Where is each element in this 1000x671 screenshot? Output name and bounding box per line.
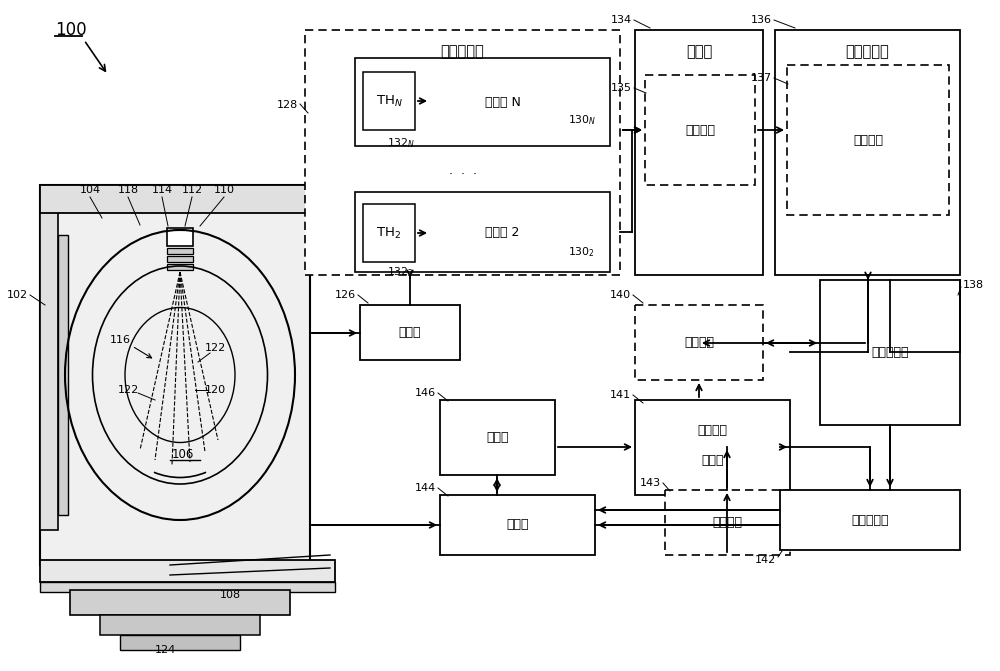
Text: 146: 146 bbox=[415, 388, 436, 398]
Bar bbox=[360, 305, 460, 360]
Text: 116: 116 bbox=[110, 335, 130, 345]
Text: $130_2$: $130_2$ bbox=[568, 245, 595, 259]
Bar bbox=[58, 235, 68, 515]
Text: 104: 104 bbox=[79, 185, 101, 195]
Text: 106: 106 bbox=[172, 448, 194, 462]
Bar bbox=[665, 490, 790, 555]
Text: 重建器: 重建器 bbox=[506, 519, 529, 531]
Bar bbox=[440, 495, 595, 555]
Text: 142: 142 bbox=[755, 555, 776, 565]
Text: 102: 102 bbox=[7, 290, 28, 300]
Bar bbox=[120, 635, 240, 650]
Text: 140: 140 bbox=[610, 290, 631, 300]
Text: 控制台: 控制台 bbox=[486, 431, 509, 444]
Text: 126: 126 bbox=[335, 290, 356, 300]
Text: 138: 138 bbox=[963, 280, 984, 290]
Bar bbox=[100, 615, 260, 635]
Text: $130_N$: $130_N$ bbox=[568, 113, 596, 127]
Text: 分析模型: 分析模型 bbox=[712, 516, 742, 529]
Text: 能量分箱: 能量分箱 bbox=[853, 134, 883, 146]
Text: 生成器: 生成器 bbox=[701, 454, 724, 466]
Text: ·  ·  ·: · · · bbox=[449, 168, 477, 181]
Bar bbox=[363, 204, 415, 262]
Bar bbox=[645, 75, 755, 185]
Text: 计数器: 计数器 bbox=[686, 44, 712, 60]
Text: 比较器 N: 比较器 N bbox=[485, 95, 520, 109]
Text: $132_N$: $132_N$ bbox=[387, 136, 415, 150]
Bar bbox=[363, 72, 415, 130]
Text: 122: 122 bbox=[204, 343, 226, 353]
Bar bbox=[355, 192, 610, 272]
Text: 137: 137 bbox=[751, 73, 772, 83]
Bar bbox=[167, 264, 193, 270]
Text: 108: 108 bbox=[219, 590, 241, 600]
Text: 整形器: 整形器 bbox=[399, 326, 421, 339]
Text: 128: 128 bbox=[277, 100, 298, 110]
Bar bbox=[635, 305, 763, 380]
Bar bbox=[40, 210, 58, 530]
Text: 112: 112 bbox=[181, 185, 203, 195]
Text: 能量鉴别器: 能量鉴别器 bbox=[441, 44, 484, 60]
Text: 141: 141 bbox=[610, 390, 631, 400]
Text: 子计数器: 子计数器 bbox=[685, 123, 715, 136]
Bar bbox=[305, 30, 620, 275]
Bar bbox=[355, 58, 610, 146]
Text: 124: 124 bbox=[154, 645, 176, 655]
Text: $\mathrm{TH}_2$: $\mathrm{TH}_2$ bbox=[376, 225, 402, 240]
Bar bbox=[635, 400, 790, 495]
Bar bbox=[167, 256, 193, 262]
Text: 比较器 2: 比较器 2 bbox=[485, 225, 520, 238]
Text: $\mathrm{TH}_N$: $\mathrm{TH}_N$ bbox=[376, 93, 402, 109]
Bar bbox=[440, 400, 555, 475]
Bar bbox=[167, 248, 193, 254]
Text: 144: 144 bbox=[415, 483, 436, 493]
Text: 120: 120 bbox=[204, 385, 226, 395]
Bar bbox=[780, 490, 960, 550]
Text: $132_2$: $132_2$ bbox=[387, 265, 414, 279]
Bar bbox=[775, 30, 960, 275]
Bar bbox=[820, 280, 960, 425]
Text: 能量分箱器: 能量分箱器 bbox=[846, 44, 889, 60]
Text: 134: 134 bbox=[611, 15, 632, 25]
Text: 数据校正器: 数据校正器 bbox=[871, 346, 909, 359]
Bar bbox=[40, 185, 310, 213]
Text: 135: 135 bbox=[611, 83, 632, 93]
Bar bbox=[167, 228, 193, 246]
Text: 100: 100 bbox=[55, 21, 87, 39]
Text: 122: 122 bbox=[117, 385, 139, 395]
Bar bbox=[40, 185, 310, 565]
Bar bbox=[70, 590, 290, 615]
Bar bbox=[787, 65, 949, 215]
Text: 118: 118 bbox=[117, 185, 139, 195]
Text: 信号分解器: 信号分解器 bbox=[851, 513, 889, 527]
Text: 110: 110 bbox=[214, 185, 234, 195]
Bar bbox=[635, 30, 763, 275]
Text: 校准因子: 校准因子 bbox=[698, 423, 728, 437]
Text: 136: 136 bbox=[751, 15, 772, 25]
Bar bbox=[40, 560, 335, 582]
Text: 校准因子: 校准因子 bbox=[684, 336, 714, 349]
Text: 143: 143 bbox=[640, 478, 661, 488]
Text: 114: 114 bbox=[151, 185, 173, 195]
Bar bbox=[40, 582, 335, 592]
